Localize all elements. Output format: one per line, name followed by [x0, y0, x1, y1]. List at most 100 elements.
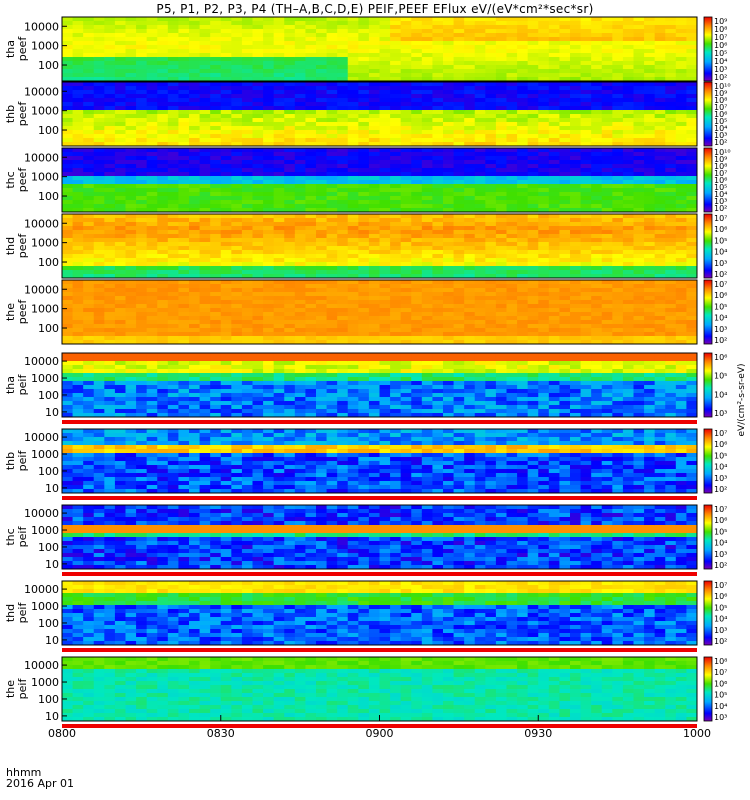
heatmap-cell	[125, 234, 137, 239]
heatmap-cell	[284, 296, 296, 301]
heatmap-cell	[210, 312, 222, 317]
heatmap-cell	[146, 328, 158, 333]
heatmap-cell	[506, 270, 518, 275]
heatmap-cell	[485, 270, 497, 275]
heatmap-cell	[263, 77, 275, 82]
heatmap-cell	[305, 164, 317, 169]
heatmap-cell	[591, 324, 603, 329]
heatmap-cell	[167, 304, 179, 309]
heatmap-cell	[559, 61, 571, 66]
heatmap-cell	[231, 292, 243, 297]
heatmap-cell	[114, 160, 126, 165]
heatmap-cell	[443, 61, 454, 66]
heatmap-cell	[368, 304, 380, 309]
heatmap-cell	[62, 284, 73, 289]
heatmap-cell	[686, 280, 698, 285]
heatmap-cell	[199, 188, 211, 193]
heatmap-cell	[199, 292, 211, 297]
heatmap-cell	[316, 134, 327, 139]
heatmap-cell	[273, 332, 285, 337]
heatmap-cell	[421, 258, 433, 263]
heatmap-cell	[559, 21, 571, 26]
heatmap-cell	[443, 266, 454, 271]
heatmap-cell	[601, 65, 613, 70]
heatmap-cell	[538, 130, 550, 135]
heatmap-cell	[284, 148, 296, 153]
heatmap-cell	[316, 82, 327, 87]
heatmap-cell	[506, 336, 518, 341]
heatmap-cell	[326, 130, 338, 135]
heatmap-cell	[157, 296, 169, 301]
heatmap-cell	[474, 41, 486, 46]
heatmap-cell	[178, 73, 190, 78]
heatmap-cell	[347, 254, 359, 259]
heatmap-cell	[559, 200, 571, 205]
heatmap-cell	[464, 222, 476, 227]
heatmap-cell	[337, 118, 349, 123]
heatmap-cell	[231, 53, 243, 58]
heatmap-cell	[601, 53, 613, 58]
heatmap-cell	[136, 226, 148, 231]
heatmap-cell	[506, 300, 518, 305]
heatmap-cell	[241, 114, 253, 119]
heatmap-cell	[316, 332, 327, 337]
heatmap-cell	[305, 254, 317, 259]
heatmap-cell	[210, 266, 222, 271]
heatmap-cell	[72, 148, 84, 153]
heatmap-cell	[675, 296, 687, 301]
heatmap-cell	[368, 192, 380, 197]
heatmap-cell	[622, 258, 634, 263]
heatmap-cell	[506, 152, 518, 157]
heatmap-cell	[337, 250, 349, 255]
heatmap-cell	[495, 53, 507, 58]
heatmap-cell	[506, 184, 518, 189]
heatmap-cell	[241, 148, 253, 153]
heatmap-cell	[570, 176, 581, 181]
heatmap-cell	[294, 106, 306, 111]
heatmap-cell	[495, 246, 507, 251]
heatmap-cell	[580, 266, 592, 271]
heatmap-cell	[104, 397, 116, 402]
heatmap-cell	[62, 200, 73, 205]
heatmap-cell	[263, 168, 275, 173]
heatmap-cell	[62, 208, 73, 213]
heatmap-cell	[284, 77, 296, 82]
heatmap-cell	[527, 292, 539, 297]
heatmap-cell	[252, 320, 264, 325]
heatmap-cell	[506, 188, 518, 193]
heatmap-cell	[241, 274, 253, 279]
heatmap-cell	[146, 184, 158, 189]
heatmap-cell	[601, 214, 613, 219]
heatmap-cell	[612, 86, 624, 91]
heatmap-cell	[612, 17, 624, 22]
heatmap-cell	[326, 65, 338, 70]
heatmap-cell	[316, 138, 327, 143]
heatmap-cell	[580, 41, 592, 46]
heatmap-cell	[675, 148, 687, 153]
heatmap-cell	[231, 25, 243, 30]
heatmap-cell	[548, 258, 560, 263]
heatmap-cell	[675, 110, 687, 115]
heatmap-cell	[178, 238, 190, 243]
heatmap-cell	[538, 138, 550, 143]
heatmap-cell	[220, 37, 232, 42]
heatmap-cell	[294, 250, 306, 255]
heatmap-cell	[305, 230, 317, 235]
heatmap-cell	[252, 61, 264, 66]
heatmap-cell	[252, 258, 264, 263]
heatmap-cell	[220, 230, 232, 235]
heatmap-cell	[252, 138, 264, 143]
heatmap-cell	[538, 308, 550, 313]
heatmap-cell	[443, 138, 454, 143]
heatmap-cell	[411, 49, 423, 54]
heatmap-cell	[72, 320, 84, 325]
heatmap-cell	[379, 238, 391, 243]
heatmap-cell	[241, 196, 253, 201]
heatmap-cell	[210, 218, 222, 223]
heatmap-cell	[294, 156, 306, 161]
heatmap-cell	[305, 86, 317, 91]
heatmap-cell	[411, 57, 423, 62]
heatmap-cell	[379, 65, 391, 70]
heatmap-cell	[495, 37, 507, 42]
heatmap-cell	[443, 304, 454, 309]
